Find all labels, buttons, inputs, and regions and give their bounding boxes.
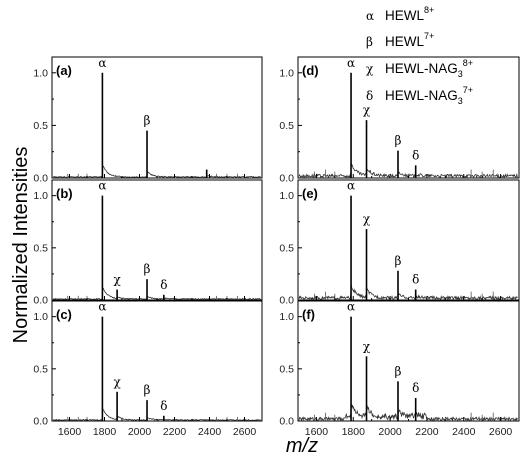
peak-label: α xyxy=(347,56,355,70)
legend-item: χ HEWL-NAG38+ xyxy=(366,58,473,79)
panel-frame xyxy=(51,56,263,179)
peak-label: α xyxy=(98,300,106,314)
legend-symbol: χ xyxy=(366,62,374,76)
legend-label: HEWL7+ xyxy=(385,31,434,49)
y-tick-label: 0.0 xyxy=(33,416,48,428)
y-tick-label: 0.5 xyxy=(279,363,294,375)
x-tick-label: 2000 xyxy=(128,426,152,438)
peak-label: α xyxy=(98,56,106,70)
legend: α HEWL8+ β HEWL7+ χ HEWL-NAG38+ δ HEWL-NAG37+ xyxy=(366,5,473,106)
panel-label: (a) xyxy=(56,63,72,78)
panels-group: αβ(a)0.00.51.0αχβδ(b)0.00.51.0αχβδ(c)0.0… xyxy=(33,56,520,438)
spectrum-trace xyxy=(298,403,518,422)
y-axis-label: Normalized Intensities xyxy=(10,147,32,344)
peak-label: α xyxy=(347,300,355,314)
peak-label: β xyxy=(144,262,151,276)
y-tick-label: 0.0 xyxy=(279,173,294,185)
spectrum-trace xyxy=(52,286,261,301)
peak-label: δ xyxy=(412,148,419,162)
legend-label: HEWL-NAG38+ xyxy=(385,58,473,79)
panel-f: α χ βδ (f) 0.0 0.5 1.0 1600 1800 2000 2200 2400 2600 xyxy=(279,300,520,438)
x-tick-label: 2400 xyxy=(198,426,222,438)
legend-item: β HEWL7+ xyxy=(366,31,434,49)
peak-label: α xyxy=(347,179,355,193)
peak-label: χ xyxy=(363,339,371,353)
x-tick-label: 2200 xyxy=(163,426,187,438)
y-tick-label: 1.0 xyxy=(279,190,294,202)
peak-label: β xyxy=(395,134,402,148)
peak-label: δ xyxy=(412,381,419,395)
peak-label: δ xyxy=(160,278,167,292)
peak-label: α xyxy=(98,179,106,193)
legend-label: HEWL-NAG37+ xyxy=(385,85,473,106)
panel-label: (e) xyxy=(302,186,318,201)
y-tick-label: 1.0 xyxy=(33,67,48,79)
panel-e: α χ βδ (e) 0.0 0.5 1.0 xyxy=(279,179,520,307)
peak-label: δ xyxy=(160,399,167,413)
y-tick-label: 0.0 xyxy=(279,295,294,307)
panel-b: α χ βδ (b) 0.0 0.5 1.0 xyxy=(33,179,263,307)
peak-label: β xyxy=(395,364,402,378)
panel-label: (f) xyxy=(302,307,315,322)
x-tick-label: 1600 xyxy=(305,426,329,438)
spectrum-trace xyxy=(298,284,518,301)
y-tick-label: 1.0 xyxy=(279,311,294,323)
x-axis-label: m/z xyxy=(286,435,318,457)
legend-item: δ HEWL-NAG37+ xyxy=(366,85,473,106)
legend-label: HEWL8+ xyxy=(385,5,434,23)
panel-frame xyxy=(297,179,520,301)
panel-label: (d) xyxy=(302,63,319,78)
y-tick-label: 1.0 xyxy=(279,67,294,79)
legend-symbol: δ xyxy=(366,89,373,103)
y-tick-label: 0.0 xyxy=(33,295,48,307)
x-tick-label: 2200 xyxy=(415,426,439,438)
panel-label: (c) xyxy=(56,307,72,322)
x-tick-label: 2000 xyxy=(378,426,402,438)
panel-c: α χ βδ (c) 0.0 0.5 1.0 1600 1800 2000 2200 2400 2600 xyxy=(33,300,263,438)
y-tick-label: 0.0 xyxy=(279,416,294,428)
peak-label: β xyxy=(144,383,151,397)
panel-frame xyxy=(297,300,520,422)
panel-a: α β (a) 0.0 0.5 1.0 xyxy=(33,56,263,185)
y-tick-label: 0.0 xyxy=(33,173,48,185)
legend-symbol: β xyxy=(366,35,373,49)
y-tick-label: 0.5 xyxy=(279,120,294,132)
x-tick-label: 1600 xyxy=(58,426,82,438)
spectrum-trace xyxy=(52,408,261,422)
peak-label: χ xyxy=(363,103,371,117)
peak-label: δ xyxy=(412,273,419,287)
peak-label: β xyxy=(144,114,151,128)
spectrum-trace xyxy=(298,162,518,179)
peak-label: χ xyxy=(363,212,371,226)
legend-item: α HEWL8+ xyxy=(366,5,434,23)
spectrum-trace xyxy=(52,164,261,179)
x-tick-label: 1800 xyxy=(93,426,117,438)
x-tick-label: 2600 xyxy=(233,426,257,438)
y-tick-label: 0.5 xyxy=(279,242,294,254)
peak-label: χ xyxy=(113,375,121,389)
y-tick-label: 0.5 xyxy=(33,120,48,132)
y-tick-label: 0.5 xyxy=(33,242,48,254)
x-tick-label: 2600 xyxy=(489,426,513,438)
y-tick-label: 1.0 xyxy=(33,311,48,323)
legend-symbol: α xyxy=(366,9,374,23)
x-tick-label: 2400 xyxy=(452,426,476,438)
panel-label: (b) xyxy=(56,186,73,201)
peak-label: β xyxy=(395,254,402,268)
panel-frame xyxy=(51,179,263,301)
y-tick-label: 0.5 xyxy=(33,363,48,375)
panel-frame xyxy=(51,300,263,422)
y-tick-label: 1.0 xyxy=(33,190,48,202)
x-tick-label: 1800 xyxy=(342,426,366,438)
peak-label: χ xyxy=(113,273,121,287)
